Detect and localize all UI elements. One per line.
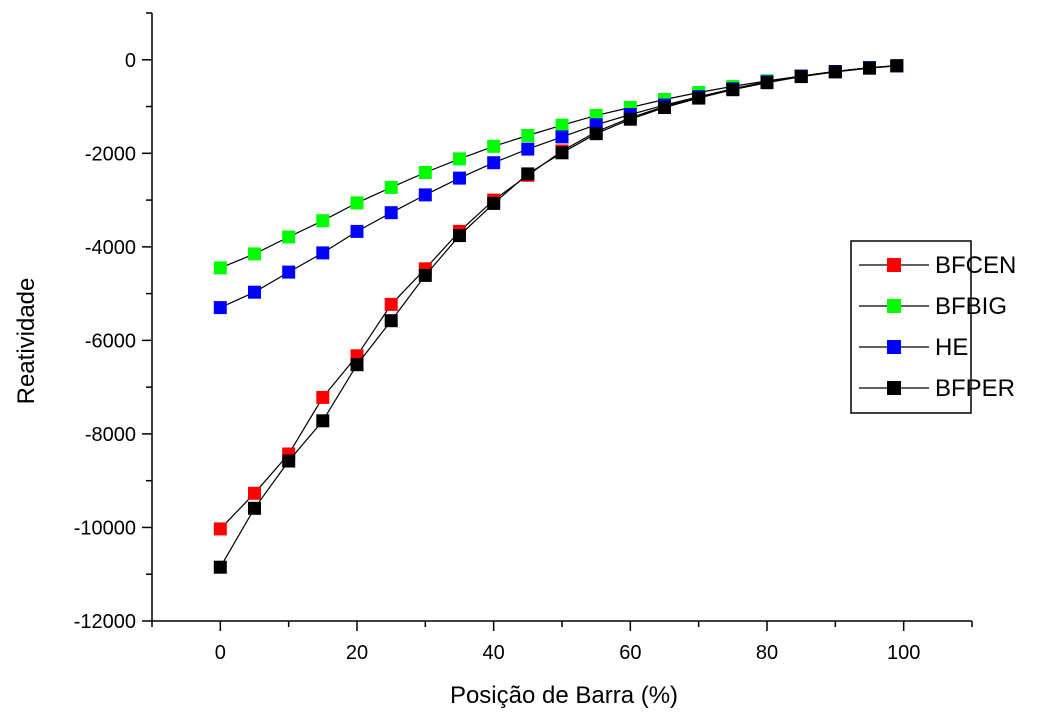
series-bfbig: [213, 59, 904, 275]
data-point-bfbig: [487, 139, 501, 153]
data-point-bfper: [555, 146, 569, 160]
data-point-bfbig: [555, 118, 569, 132]
data-point-he: [453, 171, 466, 185]
y-tick-label: -4000: [85, 237, 136, 259]
legend-swatch: [887, 258, 901, 272]
data-point-he: [282, 265, 296, 279]
y-tick-label: -10000: [74, 517, 136, 539]
data-point-bfbig: [213, 261, 227, 275]
data-point-bfper: [487, 196, 501, 210]
data-point-bfper: [350, 358, 364, 372]
x-tick-label: 100: [887, 642, 920, 664]
data-point-bfbig: [248, 247, 261, 261]
legend-label: BFBIG: [935, 293, 1007, 320]
data-point-bfper: [213, 560, 227, 574]
data-point-he: [248, 285, 261, 299]
data-point-bfbig: [316, 214, 330, 228]
series-bfper: [213, 59, 904, 574]
legend-swatch: [887, 340, 901, 354]
data-point-bfbig: [521, 129, 535, 142]
legend-item-bfbig: BFBIG: [859, 293, 1007, 320]
legend-label: HE: [935, 334, 968, 361]
data-point-bfbig: [418, 166, 432, 179]
data-point-bfper: [658, 101, 671, 114]
x-tick-label: 60: [619, 642, 641, 664]
data-point-bfper: [760, 76, 774, 90]
data-point-bfper: [794, 70, 808, 84]
data-point-he: [213, 301, 227, 315]
data-point-bfcen: [248, 486, 261, 500]
data-point-bfper: [521, 167, 535, 181]
data-point-bfper: [384, 314, 398, 328]
x-axis-title: Posição de Barra (%): [450, 682, 678, 709]
series-layer: [213, 59, 904, 574]
x-tick-label: 40: [483, 642, 505, 664]
legend-label: BFPER: [935, 375, 1015, 402]
legend-item-he: HE: [859, 334, 968, 361]
data-point-he: [316, 246, 330, 260]
legend-item-bfper: BFPER: [859, 375, 1015, 402]
y-axis-title: Reatividade: [13, 278, 40, 405]
data-point-bfcen: [213, 522, 227, 536]
legend: BFCEN BFBIG HE BFPER: [850, 240, 1016, 414]
data-point-bfper: [623, 112, 637, 126]
data-point-he: [418, 188, 432, 202]
legend-item-bfcen: BFCEN: [859, 252, 1016, 279]
data-point-he: [350, 224, 364, 238]
x-tick-label: 0: [215, 642, 226, 664]
data-point-he: [521, 142, 535, 156]
y-tick-label: -8000: [85, 424, 136, 446]
legend-label: BFCEN: [935, 252, 1016, 279]
data-point-bfper: [863, 61, 876, 75]
axes: 0 20 40 60 80 100 0 -2000 -4000 -6000 -8000 -10000 -…: [74, 12, 973, 664]
data-point-bfper: [828, 65, 842, 79]
series-line-he: [220, 65, 897, 309]
data-point-bfper: [282, 454, 296, 468]
data-point-bfper: [248, 501, 261, 515]
data-point-bfper: [453, 229, 466, 243]
legend-box: [850, 240, 972, 414]
data-point-bfper: [890, 59, 904, 73]
x-tick-label: 80: [756, 642, 778, 664]
series-he: [213, 59, 904, 315]
y-tick-label: -12000: [74, 611, 136, 633]
data-point-bfper: [316, 414, 330, 428]
x-tick-label: 20: [346, 642, 368, 664]
data-point-bfcen: [384, 297, 398, 311]
y-tick-label: -2000: [85, 143, 136, 165]
legend-swatch: [887, 381, 901, 395]
data-point-he: [555, 130, 569, 144]
data-point-he: [384, 206, 398, 220]
series-line-bfbig: [220, 65, 897, 269]
y-tick-label: -6000: [85, 330, 136, 352]
data-point-bfper: [418, 268, 432, 282]
data-point-bfcen: [316, 390, 330, 404]
data-point-he: [487, 156, 501, 170]
data-point-bfper: [589, 127, 603, 141]
data-point-bfper: [726, 83, 740, 97]
y-tick-label: 0: [125, 50, 136, 72]
data-point-bfbig: [282, 230, 296, 244]
legend-swatch: [887, 299, 901, 313]
data-point-bfbig: [350, 196, 364, 210]
data-point-bfbig: [453, 152, 466, 166]
data-point-bfper: [692, 91, 706, 105]
data-point-bfbig: [384, 180, 398, 194]
